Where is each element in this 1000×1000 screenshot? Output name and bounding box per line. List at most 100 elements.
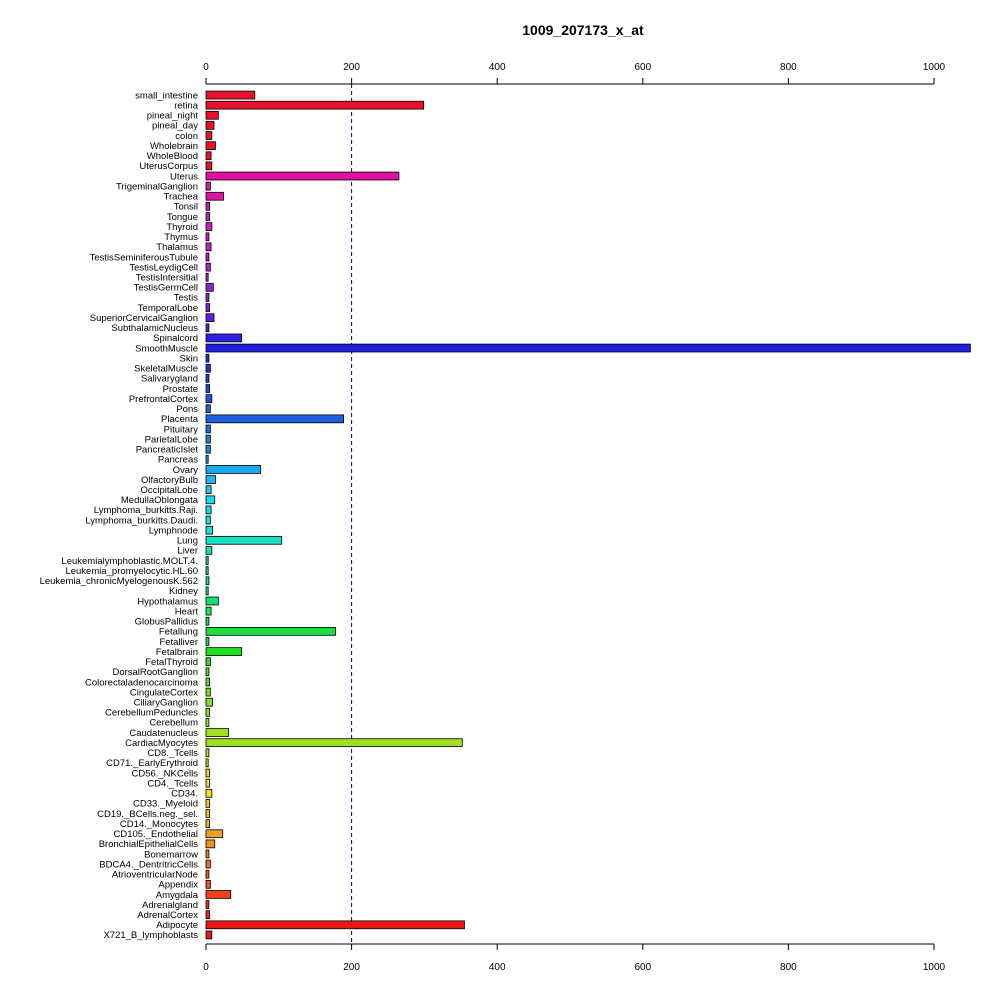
x-tick-label: 400 xyxy=(489,62,506,73)
bar xyxy=(205,363,211,373)
category-label: UterusCorpus xyxy=(139,161,198,172)
x-tick-label: 1000 xyxy=(923,62,946,73)
bar xyxy=(205,910,211,920)
bar xyxy=(205,252,210,262)
bar xyxy=(205,282,214,292)
category-label: TestisGermCell xyxy=(134,283,198,294)
bar xyxy=(205,718,210,727)
category-label: TrigeminalGanglion xyxy=(116,181,198,192)
category-label: CiliaryGanglion xyxy=(134,698,198,709)
bar xyxy=(205,515,211,525)
category-label: Tonsil xyxy=(174,202,198,213)
x-tick-label: 1000 xyxy=(923,962,946,973)
category-label: Hypothalamus xyxy=(137,596,198,607)
bar xyxy=(205,161,213,171)
category-label: Fetalbrain xyxy=(156,647,198,658)
bar xyxy=(205,394,213,403)
bar xyxy=(205,121,215,130)
category-label: Leukemia_chronicMyelogenousK.562 xyxy=(40,576,198,587)
category-label: Salivarygland xyxy=(141,374,198,385)
category-label: CD105._Endothelial xyxy=(113,829,198,840)
category-label: DorsalRootGanglion xyxy=(112,667,198,678)
category-label: SuperiorCervicalGanglion xyxy=(90,313,198,324)
category-label: SubthalamicNucleus xyxy=(111,323,198,334)
category-label: X721_B_lymphoblasts xyxy=(103,930,198,941)
category-label: Pons xyxy=(176,404,198,415)
category-label: TemporalLobe xyxy=(138,303,198,314)
category-label: Prostate xyxy=(163,384,198,395)
category-label: Skin xyxy=(180,353,198,364)
category-label: Lymphoma_burkitts.Raji. xyxy=(94,505,198,516)
bar xyxy=(205,697,213,707)
category-label: colon xyxy=(175,131,198,142)
category-label: PrefrontalCortex xyxy=(129,394,198,405)
category-label: Thymus xyxy=(164,232,198,243)
bar xyxy=(205,728,229,737)
x-tick-label: 800 xyxy=(780,962,797,973)
category-label: retina xyxy=(174,100,198,111)
bar xyxy=(205,444,211,454)
category-label: AtrioventricularNode xyxy=(112,870,198,881)
bar xyxy=(205,667,210,677)
x-tick-label: 0 xyxy=(203,62,209,73)
bar xyxy=(205,616,210,626)
bar xyxy=(205,333,243,343)
bar xyxy=(205,384,211,393)
bar xyxy=(205,171,400,181)
bar xyxy=(205,859,211,869)
bar xyxy=(205,788,213,798)
category-label: Thalamus xyxy=(156,242,198,253)
category-label: Fetalliver xyxy=(159,637,198,648)
bar xyxy=(205,657,211,667)
bar xyxy=(205,627,336,636)
bar xyxy=(205,323,210,333)
category-label: TestisSeminiferousTubule xyxy=(90,252,198,263)
bar xyxy=(205,272,209,282)
category-label: Wholebrain xyxy=(150,141,198,152)
bar xyxy=(205,242,212,252)
bar xyxy=(205,100,425,110)
bar xyxy=(205,778,211,788)
category-label: Thyroid xyxy=(166,222,198,233)
category-label: CD14._Monocytes xyxy=(120,819,198,830)
bar xyxy=(205,869,210,879)
bar xyxy=(205,303,211,312)
category-label: Leukemia_promyelocytic.HL.60 xyxy=(65,566,198,577)
bar xyxy=(205,434,211,444)
category-label: Caudatenucleus xyxy=(129,728,198,739)
category-label: CardiacMyocytes xyxy=(125,738,198,749)
bar xyxy=(205,576,210,586)
category-label: FetalThyroid xyxy=(145,657,198,668)
bar xyxy=(205,141,216,151)
category-label: Uterus xyxy=(170,171,198,182)
category-label: TestisIntersitial xyxy=(136,273,198,284)
category-label: GlobusPallidus xyxy=(135,617,199,628)
bar xyxy=(205,900,210,909)
category-label: CerebellumPeduncles xyxy=(105,708,198,719)
bars xyxy=(205,90,971,940)
category-label: Appendix xyxy=(158,880,198,891)
category-label: CingulateCortex xyxy=(130,687,198,698)
bar xyxy=(205,687,211,697)
bar xyxy=(205,222,213,231)
bar xyxy=(205,191,224,201)
bar xyxy=(205,525,213,535)
bar xyxy=(205,748,210,758)
category-label: Amygdala xyxy=(156,890,199,901)
bar xyxy=(205,829,224,839)
category-label: Spinalcord xyxy=(153,333,198,344)
category-label: Lymphnode xyxy=(149,525,198,536)
x-tick-label: 600 xyxy=(634,962,651,973)
category-label: Liver xyxy=(177,546,198,557)
axes: 0 200 400 600 800 1000 0 200 400 600 800 1000 xyxy=(203,62,945,973)
bar xyxy=(205,424,211,434)
bar xyxy=(205,879,211,889)
x-tick-label: 400 xyxy=(489,962,506,973)
bar xyxy=(205,637,210,646)
bar xyxy=(205,353,210,363)
category-label: OccipitalLobe xyxy=(140,485,198,496)
category-label: CD19._BCells.neg._sel. xyxy=(97,809,198,820)
bar xyxy=(205,90,256,100)
category-label: Placenta xyxy=(161,414,199,425)
bar xyxy=(205,758,209,768)
